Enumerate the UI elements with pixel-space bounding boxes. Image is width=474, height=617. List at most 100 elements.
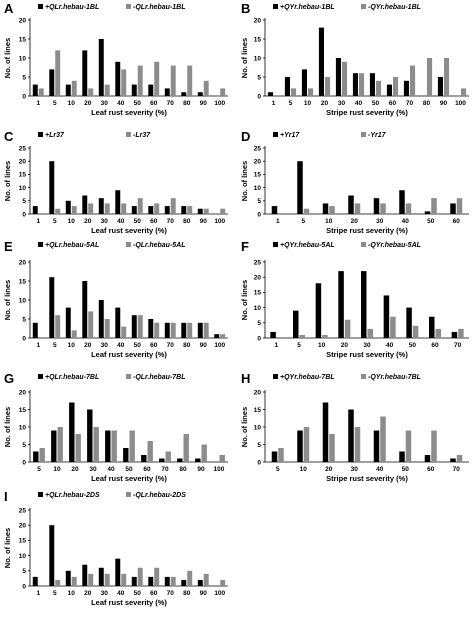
bar-positive — [181, 92, 187, 96]
bar-negative — [303, 208, 310, 214]
x-tick-label: 30 — [101, 100, 109, 107]
bar-positive — [49, 69, 55, 96]
legend-label-positive: +QYr.hebau-5AL — [280, 242, 335, 249]
y-tick-label: 20 — [19, 159, 27, 166]
x-tick-label: 80 — [423, 100, 431, 107]
bar-negative — [461, 88, 467, 96]
bar-positive — [406, 307, 412, 338]
bar-positive — [65, 307, 71, 338]
bar-negative — [456, 198, 463, 214]
bar-positive — [348, 409, 354, 462]
y-tick-label: 10 — [19, 553, 27, 560]
x-tick-label: 50 — [125, 466, 133, 473]
bar-negative — [137, 198, 143, 214]
bar-negative — [137, 315, 143, 338]
x-tick-label: 100 — [455, 100, 466, 107]
x-tick-label: 50 — [372, 100, 380, 107]
legend-swatch-positive — [273, 132, 278, 137]
bar-positive — [164, 322, 170, 338]
x-tick-label: 30 — [351, 466, 359, 473]
panel-label: I — [4, 489, 8, 504]
bar-positive — [131, 315, 137, 338]
x-tick-label: 30 — [101, 218, 109, 225]
bar-positive — [197, 579, 203, 586]
bar-negative — [220, 208, 226, 214]
bar-positive — [159, 458, 165, 462]
bar-negative — [431, 198, 437, 214]
x-tick-label: 90 — [197, 466, 205, 473]
panel-I: I +QLr.hebau-2DS -QLr.hebau-2DS 0 5 10 15 20 25 1… — [0, 488, 234, 612]
legend-swatch-positive — [38, 4, 43, 9]
x-tick-label: 90 — [200, 100, 208, 107]
x-tick-label: 40 — [117, 342, 125, 349]
x-tick-label: 30 — [101, 590, 109, 597]
panel-C: C +Lr37 -Lr37 0 5 10 15 20 25 1 5 10 20 30 40 50 60 70 80 9… — [0, 128, 234, 238]
legend-label-negative: -QLr.hebau-1BL — [133, 4, 186, 11]
bar-negative — [129, 430, 135, 462]
chart-G: G +QLr.hebau-7BL -QLr.hebau-7BL 0 5 10 15 20 5 10… — [3, 371, 228, 483]
legend-label-negative: -QLr.hebau-7BL — [133, 374, 186, 381]
legend-label-positive: +QLr.hebau-5AL — [45, 242, 99, 249]
bar-positive — [82, 50, 88, 96]
y-tick-label: 5 — [22, 442, 26, 449]
y-tick-label: 0 — [22, 583, 26, 590]
x-tick-label: 1 — [36, 100, 40, 107]
legend-swatch-negative — [361, 132, 366, 137]
x-axis-title: Leaf rust severity (%) — [91, 350, 167, 359]
bar-positive — [195, 458, 201, 462]
bar-positive — [82, 564, 88, 586]
x-axis-title: Leaf rust severity (%) — [91, 598, 167, 607]
x-tick-label: 40 — [386, 342, 394, 349]
bar-positive — [123, 448, 129, 462]
y-tick-label: 20 — [19, 17, 27, 24]
bar-positive — [450, 458, 456, 462]
x-tick-label: 5 — [301, 218, 305, 225]
panel-A: A +QLr.hebau-1BL -QLr.hebau-1BL 0 5 10 15 20 1 5 1… — [0, 0, 234, 128]
x-tick-label: 20 — [84, 100, 92, 107]
bar-positive — [197, 322, 203, 338]
x-axis-title: Leaf rust severity (%) — [91, 108, 167, 117]
bar-negative — [329, 434, 335, 462]
x-tick-label: 20 — [84, 218, 92, 225]
x-tick-label: 20 — [84, 342, 92, 349]
x-tick-label: 70 — [167, 218, 175, 225]
bar-negative — [154, 61, 160, 96]
x-tick-label: 70 — [167, 590, 175, 597]
x-tick-label: 60 — [143, 466, 151, 473]
bar-negative — [170, 65, 176, 96]
bar-positive — [105, 430, 111, 462]
x-tick-label: 60 — [150, 100, 158, 107]
bar-positive — [403, 80, 409, 96]
bar-negative — [71, 80, 77, 96]
x-tick-label: 70 — [453, 466, 461, 473]
bar-positive — [424, 211, 431, 214]
x-tick-label: 50 — [134, 100, 142, 107]
bar-negative — [154, 322, 160, 338]
x-tick-label: 20 — [325, 466, 333, 473]
bar-positive — [267, 92, 273, 96]
bar-negative — [111, 430, 117, 462]
x-tick-label: 80 — [183, 218, 191, 225]
y-tick-label: 15 — [19, 172, 27, 179]
bar-positive — [51, 430, 57, 462]
panel-label: D — [241, 129, 250, 144]
y-tick-label: 15 — [254, 36, 262, 43]
legend-swatch-positive — [273, 4, 278, 9]
panel-label: F — [241, 239, 249, 254]
x-tick-label: 50 — [402, 466, 410, 473]
x-tick-label: 60 — [431, 342, 439, 349]
x-tick-label: 60 — [150, 590, 158, 597]
legend-label-positive: +QYr.hebau-1BL — [280, 4, 335, 11]
bar-negative — [104, 319, 110, 338]
x-tick-label: 20 — [341, 342, 349, 349]
x-tick-label: 5 — [297, 342, 301, 349]
bar-positive — [115, 190, 121, 214]
bar-positive — [148, 206, 154, 214]
bar-negative — [187, 65, 193, 96]
x-tick-label: 50 — [134, 218, 142, 225]
x-tick-label: 1 — [276, 218, 280, 225]
x-tick-label: 10 — [68, 100, 76, 107]
bar-positive — [65, 200, 71, 214]
bar-negative — [121, 326, 127, 338]
